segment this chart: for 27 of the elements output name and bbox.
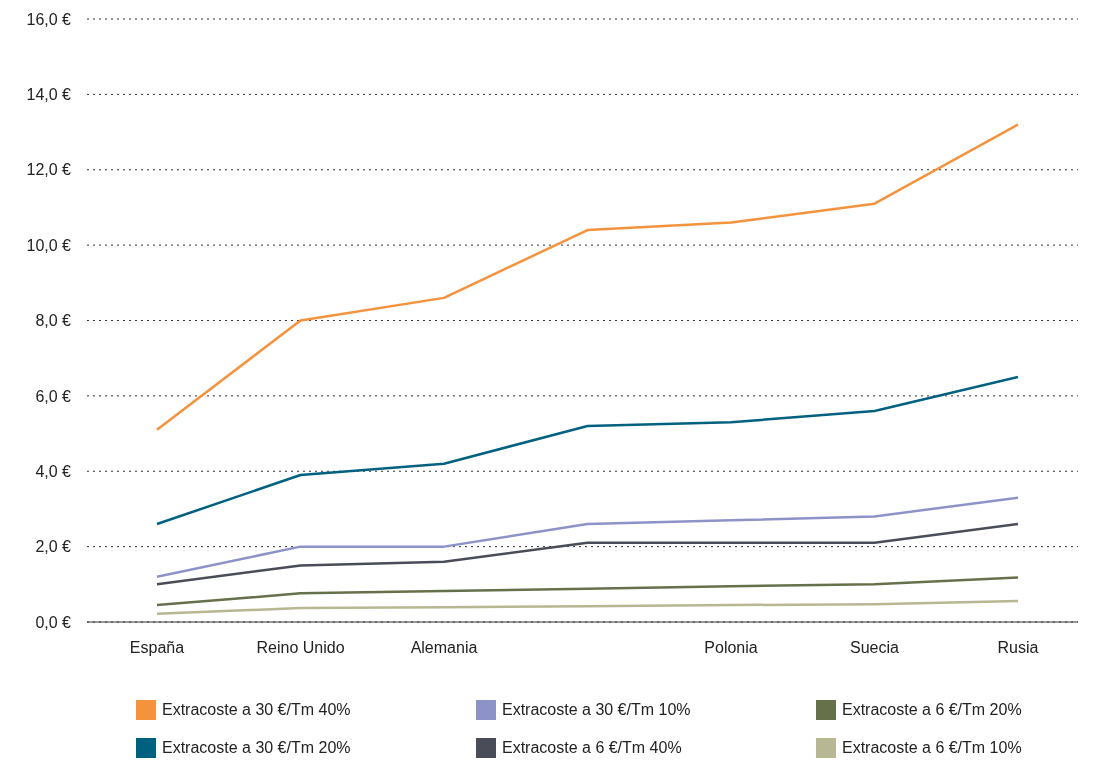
x-tick-label: Suecia bbox=[850, 639, 900, 657]
y-tick-label: 2,0 € bbox=[35, 538, 72, 556]
line-series bbox=[155, 375, 1020, 526]
x-tick-label: Rusia bbox=[997, 639, 1039, 657]
line-series bbox=[155, 123, 1020, 432]
legend-label: Extracoste a 30 €/Tm 20% bbox=[162, 739, 351, 757]
y-tick-label: 4,0 € bbox=[35, 462, 72, 480]
legend-label: Extracoste a 6 €/Tm 20% bbox=[842, 701, 1022, 719]
legend-label: Extracoste a 6 €/Tm 40% bbox=[502, 739, 682, 757]
x-tick-label: Alemania bbox=[410, 639, 478, 657]
y-tick-label: 12,0 € bbox=[26, 161, 72, 179]
x-tick-label: España bbox=[129, 639, 185, 657]
y-tick-label: 10,0 € bbox=[26, 236, 72, 254]
line-series bbox=[155, 599, 1020, 615]
y-tick-label: 8,0 € bbox=[35, 312, 72, 330]
legend-label: Extracoste a 30 €/Tm 40% bbox=[162, 701, 351, 719]
y-tick-label: 6,0 € bbox=[35, 387, 72, 405]
line-series bbox=[155, 496, 1020, 579]
y-tick-label: 14,0 € bbox=[26, 86, 72, 104]
y-tick-label: 16,0 € bbox=[26, 10, 72, 28]
line-series bbox=[155, 576, 1020, 607]
x-tick-label: Reino Unido bbox=[256, 639, 345, 657]
legend-label: Extracoste a 6 €/Tm 10% bbox=[842, 739, 1022, 757]
line-series bbox=[155, 522, 1020, 586]
y-tick-label: 0,0 € bbox=[35, 613, 72, 631]
x-tick-label: Polonia bbox=[704, 639, 758, 657]
legend-label: Extracoste a 30 €/Tm 10% bbox=[502, 701, 691, 719]
